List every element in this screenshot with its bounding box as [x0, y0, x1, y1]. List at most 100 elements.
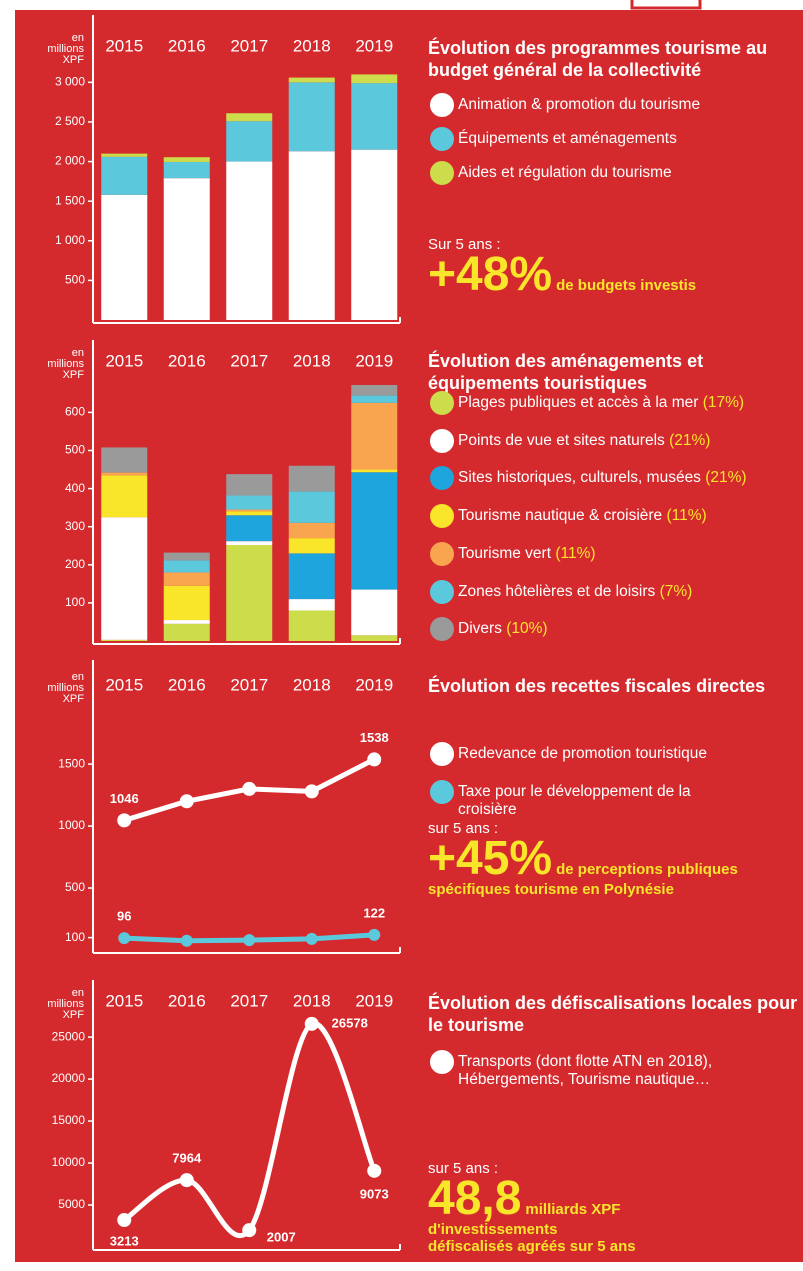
bar-segment	[288, 465, 335, 492]
bar-segment	[351, 74, 398, 84]
legend-item: Divers (10%)	[430, 617, 803, 642]
legend-label: Points de vue et sites naturels	[458, 431, 665, 449]
bar-segment	[163, 157, 210, 162]
x-tick-label: 2018	[293, 991, 331, 1010]
x-tick-label: 2015	[105, 351, 143, 370]
y-tick-label: 600	[65, 405, 85, 419]
bar-segment	[163, 178, 210, 320]
point	[367, 1163, 382, 1178]
bar-segment	[163, 620, 210, 624]
x-tick-label: 2016	[168, 675, 206, 694]
data-label: 7964	[172, 1151, 202, 1166]
y-tick-label: 200	[65, 557, 85, 571]
legend-swatch	[430, 127, 454, 151]
legend-label: Sites historiques, culturels, musées	[458, 469, 701, 487]
y-tick-label: 1 000	[55, 233, 85, 247]
bar-segment	[226, 474, 273, 496]
data-label: 1538	[360, 730, 389, 745]
point	[304, 1016, 319, 1031]
y-tick-label: 1000	[58, 818, 85, 832]
note-text: de budgets investis	[556, 277, 697, 294]
x-tick-label: 2017	[230, 675, 268, 694]
data-label: 96	[117, 909, 131, 924]
note-intro: sur 5 ans :	[428, 820, 499, 837]
legend-swatch	[430, 428, 454, 453]
legend-label: Tourisme nautique & croisière	[458, 507, 663, 525]
bar-segment	[288, 151, 335, 320]
legend-text: Équipements et aménagements	[458, 130, 677, 148]
bar-segment	[351, 402, 398, 470]
bar-segment	[288, 538, 335, 554]
legend-share: (11%)	[666, 507, 707, 525]
point	[243, 934, 256, 947]
bar-segment	[351, 149, 398, 320]
legend-item: Points de vue et sites naturels (21%)	[430, 428, 803, 453]
legend-swatch	[430, 93, 454, 117]
bar-segment	[288, 491, 335, 523]
legend-text: Points de vue et sites naturels (21%)	[458, 432, 710, 450]
data-label: 9073	[360, 1186, 389, 1201]
note-text: de perceptions publiques	[556, 861, 738, 878]
bar-segment	[351, 395, 398, 403]
bar-segment	[288, 82, 335, 152]
y-tick-label: 5000	[58, 1197, 85, 1211]
y-tick-label: 500	[65, 273, 85, 287]
unit-label: en millions XPF	[47, 32, 84, 66]
legend-item: Zones hôtelières et de loisirs (7%)	[430, 579, 803, 604]
note: sur 5 ans : +45% de perceptions publiques s…	[428, 820, 798, 898]
y-tick-label: 20000	[52, 1071, 86, 1085]
x-tick-label: 2019	[355, 36, 393, 55]
legend-text: Divers (10%)	[458, 620, 548, 638]
legend-label: Divers	[458, 620, 502, 638]
bar-segment	[101, 194, 148, 320]
legend-item: Tourisme vert (11%)	[430, 541, 803, 566]
x-tick-label: 2019	[355, 351, 393, 370]
data-label: 1046	[110, 791, 139, 806]
legend-swatch	[430, 504, 454, 529]
y-tick-label: 500	[65, 880, 85, 894]
bar-segment	[226, 161, 273, 320]
legend-text: Zones hôtelières et de loisirs (7%)	[458, 583, 692, 601]
legend-text: Animation & promotion du tourisme	[458, 96, 700, 114]
y-tick-label: 3 000	[55, 75, 85, 89]
note: sur 5 ans :48,8 milliards XPF d'investisse…	[428, 1160, 798, 1255]
legend-text: Aides et régulation du tourisme	[458, 164, 672, 182]
point	[179, 1173, 194, 1188]
y-tick-label: 100	[65, 595, 85, 609]
bar-segment	[288, 599, 335, 611]
note-text: d'investissements	[428, 1221, 558, 1238]
point	[179, 794, 194, 809]
data-label: 3213	[110, 1233, 139, 1248]
x-tick-label: 2017	[230, 351, 268, 370]
legend-share: (21%)	[705, 469, 747, 487]
bar-segment	[351, 384, 398, 396]
bar-segment	[351, 472, 398, 590]
point	[368, 928, 381, 941]
bar-segment	[351, 83, 398, 150]
legend-label: Tourisme vert	[458, 544, 552, 562]
data-label: 122	[363, 905, 385, 920]
legend-label: Transports (dont flotte ATN en 2018), Hé…	[458, 1053, 713, 1088]
legend-text: Tourisme vert (11%)	[458, 545, 596, 563]
legend-swatch	[430, 742, 454, 766]
legend-label: Redevance de promotion touristique	[458, 745, 708, 762]
unit-label: en millions XPF	[47, 671, 84, 705]
bar-segment	[163, 560, 210, 573]
point	[242, 1223, 257, 1238]
bar-segment	[288, 77, 335, 83]
x-tick-label: 2018	[293, 675, 331, 694]
legend-share: (21%)	[669, 431, 711, 449]
bar-segment	[226, 495, 273, 510]
line	[122, 1021, 377, 1239]
data-label: 2007	[267, 1230, 296, 1245]
legend-share: (7%)	[659, 582, 693, 600]
bar-segment	[163, 623, 210, 641]
legend-swatch	[430, 161, 454, 185]
bar-segment	[101, 475, 148, 518]
legend-label: Taxe pour le développement de la croisiè…	[458, 783, 691, 818]
note-highlight: +45%	[428, 832, 553, 885]
bar-segment	[163, 161, 210, 179]
legend-swatch	[430, 1050, 454, 1074]
x-tick-label: 2019	[355, 991, 393, 1010]
